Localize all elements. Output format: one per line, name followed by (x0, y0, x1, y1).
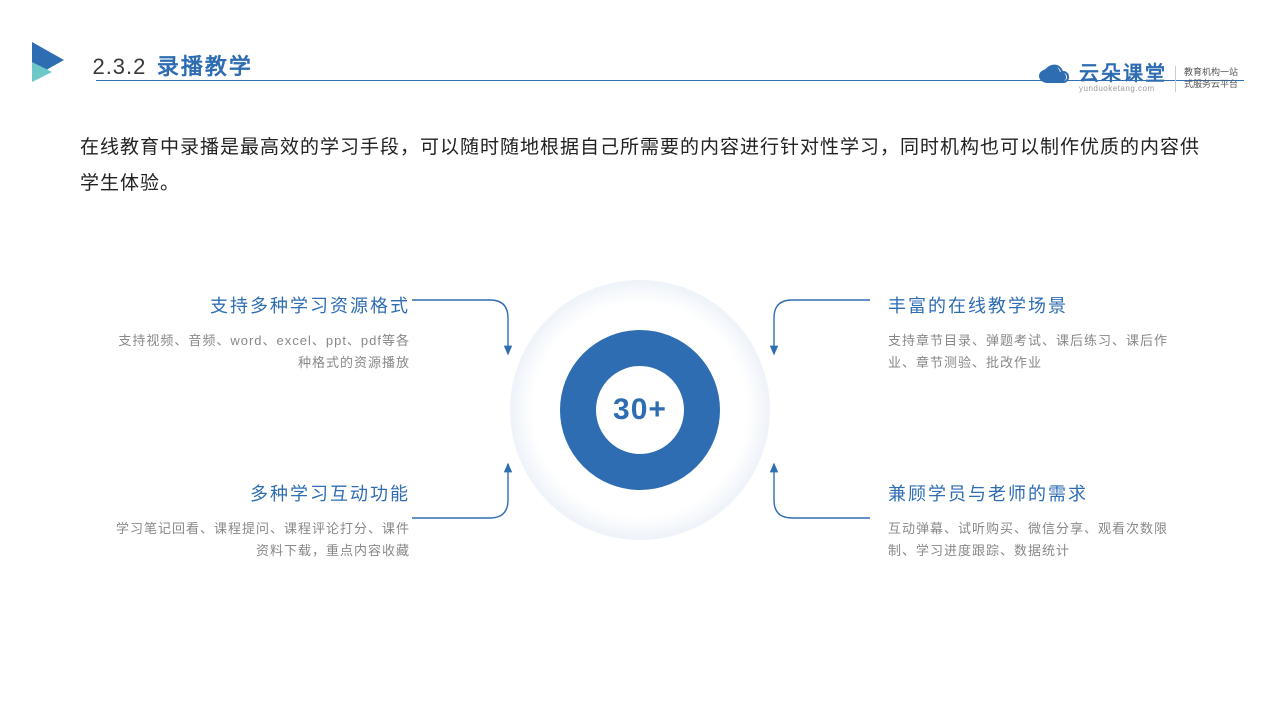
feature-top-right: 丰富的在线教学场景 支持章节目录、弹题考试、课后练习、课后作业、章节测验、批改作… (888, 292, 1188, 374)
feature-desc: 学习笔记回看、课程提问、课程评论打分、课件资料下载，重点内容收藏 (110, 518, 410, 562)
logo-tagline-1: 教育机构一站 (1184, 67, 1240, 79)
logo-subtext: yunduoketang.com (1079, 84, 1167, 93)
logo-block: 云朵课堂 yunduoketang.com 教育机构一站 式服务云平台 (1037, 64, 1240, 93)
feature-top-left: 支持多种学习资源格式 支持视频、音频、word、excel、ppt、pdf等各种… (110, 292, 410, 374)
header: 2.3.2 录播教学 云朵课堂 yunduoketang.com 教育机构一站 … (0, 42, 1280, 102)
feature-title: 丰富的在线教学场景 (888, 292, 1188, 318)
section-number: 2.3.2 (92, 54, 146, 79)
logo-text: 云朵课堂 (1079, 64, 1167, 84)
feature-bottom-right: 兼顾学员与老师的需求 互动弹幕、试听购买、微信分享、观看次数限制、学习进度跟踪、… (888, 480, 1188, 562)
logo-tagline: 教育机构一站 式服务云平台 (1184, 67, 1240, 90)
feature-desc: 支持视频、音频、word、excel、ppt、pdf等各种格式的资源播放 (110, 330, 410, 374)
section-title: 录播教学 (157, 54, 253, 79)
cloud-icon (1037, 64, 1071, 93)
logo-tagline-2: 式服务云平台 (1184, 79, 1240, 91)
intro-paragraph: 在线教育中录播是最高效的学习手段，可以随时随地根据自己所需要的内容进行针对性学习… (80, 130, 1208, 202)
center-value: 30+ (613, 393, 667, 427)
feature-title: 多种学习互动功能 (110, 480, 410, 506)
feature-title: 支持多种学习资源格式 (110, 292, 410, 318)
feature-desc: 互动弹幕、试听购买、微信分享、观看次数限制、学习进度跟踪、数据统计 (888, 518, 1188, 562)
center-diagram: 30+ (500, 270, 780, 550)
connector-top-left (412, 294, 532, 364)
connector-top-right (750, 294, 870, 364)
feature-desc: 支持章节目录、弹题考试、课后练习、课后作业、章节测验、批改作业 (888, 330, 1188, 374)
logo-divider (1175, 66, 1176, 92)
feature-bottom-left: 多种学习互动功能 学习笔记回看、课程提问、课程评论打分、课件资料下载，重点内容收… (110, 480, 410, 562)
play-icon (30, 42, 70, 87)
feature-title: 兼顾学员与老师的需求 (888, 480, 1188, 506)
connector-bottom-left (412, 454, 532, 524)
connector-bottom-right (750, 454, 870, 524)
